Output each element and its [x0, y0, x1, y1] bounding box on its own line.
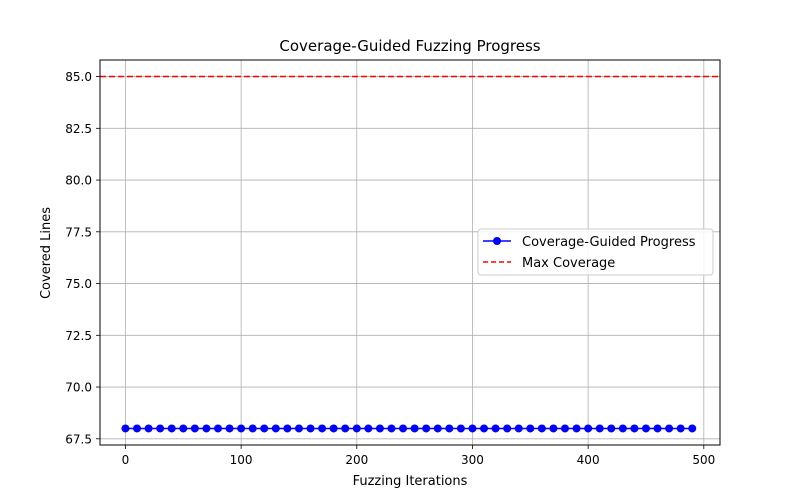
coverage-data-point — [561, 424, 569, 433]
coverage-data-point — [283, 424, 292, 433]
legend-label-coverage: Coverage-Guided Progress — [522, 235, 696, 250]
coverage-data-point — [375, 424, 384, 433]
coverage-data-point — [618, 424, 627, 433]
coverage-data-point — [248, 424, 257, 433]
coverage-data-point — [676, 424, 685, 433]
y-tick-label: 77.5 — [65, 225, 92, 239]
x-axis-ticks: 0 100 200 300 400 500 — [122, 445, 715, 467]
y-tick-label: 70.0 — [65, 381, 92, 395]
coverage-data-point — [294, 424, 303, 433]
coverage-data-point — [456, 424, 465, 433]
coverage-data-point — [329, 424, 338, 433]
coverage-data-point — [595, 424, 604, 433]
coverage-data-point — [167, 424, 176, 433]
coverage-data-point — [572, 424, 581, 433]
coverage-data-point — [491, 424, 500, 433]
y-tick-label: 85.0 — [65, 70, 92, 84]
coverage-data-point — [653, 424, 662, 433]
coverage-data-point — [641, 424, 650, 433]
coverage-data-point — [271, 424, 280, 433]
coverage-data-point — [190, 424, 199, 433]
coverage-data-point — [422, 424, 431, 433]
coverage-data-point — [306, 424, 315, 433]
legend-label-max-coverage: Max Coverage — [522, 256, 615, 271]
coverage-data-point — [688, 424, 697, 433]
coverage-data-point — [537, 424, 546, 433]
data-series — [121, 424, 697, 433]
x-tick-label: 100 — [230, 453, 253, 467]
coverage-data-point — [480, 424, 489, 433]
coverage-data-point — [387, 424, 396, 433]
coverage-data-point — [179, 424, 188, 433]
coverage-data-point — [133, 424, 142, 433]
coverage-data-point — [202, 424, 211, 433]
coverage-data-point — [225, 424, 234, 433]
coverage-data-point — [352, 424, 361, 433]
coverage-data-point — [144, 424, 153, 433]
coverage-data-point — [468, 424, 477, 433]
coverage-data-point — [549, 424, 558, 433]
coverage-data-point — [156, 424, 165, 433]
coverage-data-point — [445, 424, 454, 433]
coverage-data-point — [503, 424, 512, 433]
coverage-data-point — [607, 424, 616, 433]
coverage-data-point — [410, 424, 419, 433]
y-tick-label: 75.0 — [65, 277, 92, 291]
coverage-data-point — [341, 424, 350, 433]
coverage-data-point — [237, 424, 246, 433]
coverage-data-point — [318, 424, 327, 433]
coverage-data-point — [121, 424, 130, 433]
x-tick-label: 300 — [461, 453, 484, 467]
x-tick-label: 200 — [345, 453, 368, 467]
coverage-data-point — [665, 424, 674, 433]
x-tick-label: 400 — [577, 453, 600, 467]
legend-box — [477, 228, 714, 276]
x-axis-label: Fuzzing Iterations — [353, 474, 468, 489]
chart-title: Coverage-Guided Fuzzing Progress — [279, 37, 540, 55]
legend: Coverage-Guided Progress Max Coverage — [477, 228, 714, 276]
coverage-data-point — [584, 424, 593, 433]
x-tick-label: 0 — [122, 453, 130, 467]
coverage-data-point — [213, 424, 222, 433]
y-tick-label: 72.5 — [65, 329, 92, 343]
legend-marker-coverage — [493, 237, 501, 245]
y-axis-label: Covered Lines — [39, 207, 54, 299]
plot-frame — [99, 59, 721, 446]
coverage-data-point — [630, 424, 639, 433]
y-tick-label: 82.5 — [65, 122, 92, 136]
y-tick-label: 67.5 — [65, 432, 92, 446]
x-tick-label: 500 — [692, 453, 715, 467]
coverage-data-point — [260, 424, 269, 433]
y-tick-label: 80.0 — [65, 174, 92, 188]
coverage-data-point — [364, 424, 373, 433]
coverage-data-point — [399, 424, 408, 433]
coverage-data-point — [433, 424, 442, 433]
y-axis-ticks: 67.5 70.0 72.5 75.0 77.5 80.0 82.5 85.0 — [65, 70, 100, 446]
coverage-data-point — [514, 424, 523, 433]
coverage-data-point — [526, 424, 535, 433]
